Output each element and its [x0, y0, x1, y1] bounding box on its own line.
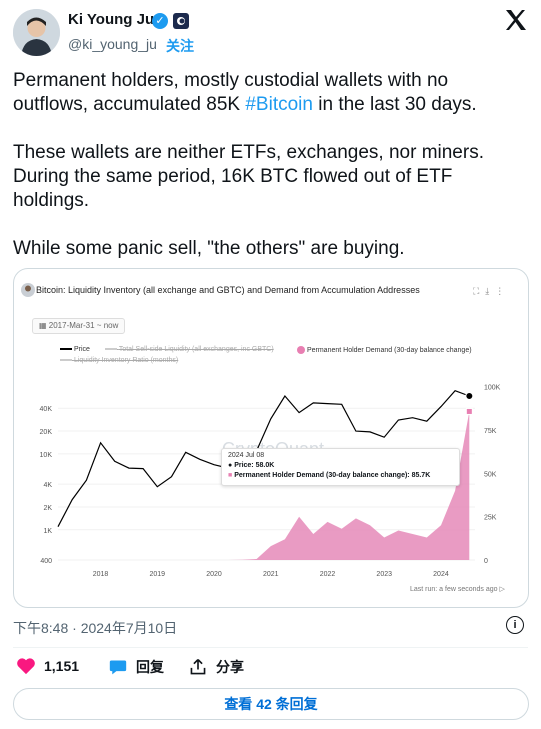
legend-liquidity[interactable]: Total Sell-side Liquidity (all exchanges…	[105, 346, 274, 353]
tweet-timestamp[interactable]: 下午8:48 · 2024年7月10日	[13, 620, 178, 636]
tweet-header: Ki Young Ju ✓ @ki_young_ju 关注	[0, 0, 541, 62]
legend-price-label: Price	[73, 346, 90, 353]
reply-icon	[109, 660, 127, 675]
legend-price[interactable]: Price	[60, 346, 90, 353]
info-icon[interactable]: i	[506, 616, 524, 634]
tweet-text: Permanent holders, mostly custodial wall…	[13, 69, 523, 285]
last-run-label: Last run: a few seconds ago	[410, 586, 498, 593]
like-button[interactable]: 1,151	[16, 657, 79, 675]
tooltip-price: ● Price: 58.0K	[228, 462, 275, 469]
share-icon	[190, 659, 206, 675]
divider	[13, 647, 528, 648]
legend-ratio-label: Liquidity Inventory Ratio (months)	[73, 357, 179, 364]
author-handle[interactable]: @ki_young_ju	[68, 36, 157, 52]
chart-last-run: Last run: a few seconds ago ▷	[410, 585, 505, 593]
chart-avatar-icon	[21, 283, 35, 297]
date-range-picker[interactable]: ▦ 2017-Mar-31 ~ now	[32, 318, 126, 334]
reply-label: 回复	[136, 659, 164, 675]
hashtag-link[interactable]: #Bitcoin	[245, 94, 313, 115]
chart-toolbar-icons[interactable]: ⛶⤓⋮	[473, 286, 511, 296]
tweet-text-part: in the last 30 days.	[312, 94, 477, 115]
tweet-paragraph-3: While some panic sell, "the others" are …	[13, 238, 405, 259]
legend-demand-label: Permanent Holder Demand (30-day balance …	[306, 346, 472, 354]
calendar-icon: ▦	[39, 321, 49, 330]
play-icon[interactable]: ▷	[499, 586, 505, 593]
x-logo-icon[interactable]	[504, 8, 528, 39]
chart-tooltip: 2024 Jul 08 ● Price: 58.0K ■ Permanent H…	[221, 448, 460, 486]
org-badge-icon[interactable]	[173, 13, 189, 29]
author-name[interactable]: Ki Young Ju	[68, 11, 155, 28]
reply-button[interactable]: 回复	[108, 657, 164, 677]
legend-liquidity-label: Total Sell-side Liquidity (all exchanges…	[118, 346, 274, 353]
chart-title: Bitcoin: Liquidity Inventory (all exchan…	[36, 285, 420, 295]
legend-ratio[interactable]: Liquidity Inventory Ratio (months)	[60, 357, 178, 364]
verified-badge-icon: ✓	[152, 13, 168, 29]
tooltip-demand: ■ Permanent Holder Demand (30-day balanc…	[228, 472, 431, 479]
tooltip-price-label: Price: 58.0K	[234, 462, 275, 469]
avatar[interactable]	[13, 9, 60, 56]
like-count: 1,151	[44, 658, 80, 674]
legend-demand[interactable]: Permanent Holder Demand (30-day balance …	[297, 346, 472, 354]
more-replies-button[interactable]: 查看 42 条回复	[13, 688, 529, 720]
tweet-paragraph-1: Permanent holders, mostly custodial wall…	[13, 69, 523, 117]
share-label: 分享	[216, 659, 244, 675]
heart-icon	[17, 658, 35, 675]
tooltip-date: 2024 Jul 08	[228, 452, 265, 459]
date-range-label: 2017-Mar-31 ~ now	[48, 321, 119, 330]
tooltip-demand-label: Permanent Holder Demand (30-day balance …	[234, 472, 431, 479]
tweet-paragraph-2: These wallets are neither ETFs, exchange…	[13, 142, 484, 211]
share-button[interactable]: 分享	[188, 657, 244, 677]
follow-button[interactable]: 关注	[166, 38, 194, 54]
tweet-text-part: Permanent holders, mostly custodial wall…	[13, 70, 449, 115]
